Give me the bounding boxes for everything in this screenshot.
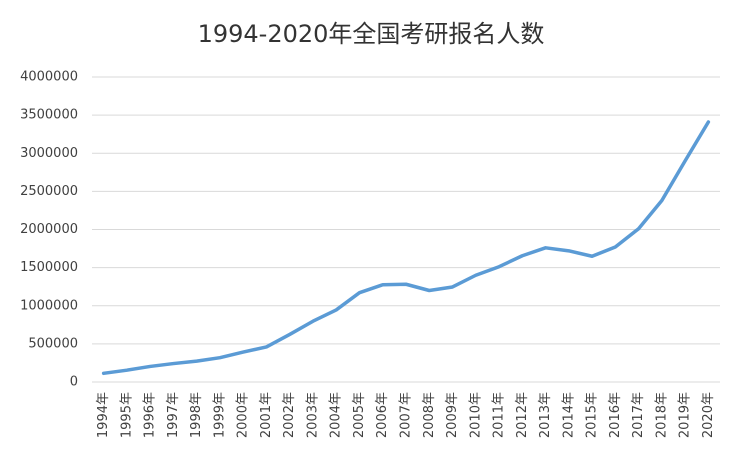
y-tick-label: 3000000	[20, 146, 78, 161]
x-tick-label: 2009年	[445, 392, 460, 438]
x-tick-label: 1994年	[96, 392, 111, 438]
x-tick-label: 2020年	[701, 392, 716, 438]
x-tick-label: 2016年	[608, 392, 623, 438]
x-tick-label: 2014年	[561, 392, 576, 438]
x-tick-label: 1997年	[166, 392, 181, 438]
x-tick-label: 2002年	[282, 392, 297, 438]
x-tick-label: 2000年	[236, 392, 251, 438]
chart-title: 1994-2020年全国考研报名人数	[198, 20, 545, 48]
x-tick-label: 1995年	[119, 392, 134, 438]
x-tick-label: 2018年	[654, 392, 669, 438]
x-tick-label: 2006年	[375, 392, 390, 438]
x-tick-label: 2003年	[305, 392, 320, 438]
x-tick-label: 2011年	[492, 392, 507, 438]
x-tick-label: 2017年	[631, 392, 646, 438]
x-tick-label: 1998年	[189, 392, 204, 438]
x-tick-label: 2008年	[422, 392, 437, 438]
x-tick-label: 2007年	[399, 392, 414, 438]
x-tick-label: 2012年	[515, 392, 530, 438]
x-tick-label: 2013年	[538, 392, 553, 438]
y-tick-label: 2500000	[20, 184, 78, 199]
x-tick-label: 2004年	[329, 392, 344, 438]
x-tick-label: 2010年	[468, 392, 483, 438]
y-tick-label: 3500000	[20, 108, 78, 123]
y-tick-label: 2000000	[20, 222, 78, 237]
y-tick-label: 4000000	[20, 70, 78, 85]
x-tick-label: 2001年	[259, 392, 274, 438]
y-tick-label: 0	[70, 375, 78, 390]
x-tick-label: 1996年	[143, 392, 158, 438]
x-tick-label: 2019年	[678, 392, 693, 438]
x-tick-label: 2005年	[352, 392, 367, 438]
data-line	[101, 120, 711, 376]
y-tick-label: 500000	[28, 336, 78, 351]
x-tick-label: 1999年	[212, 392, 227, 438]
y-tick-label: 1000000	[20, 298, 78, 313]
x-tick-label: 2015年	[585, 392, 600, 438]
y-tick-label: 1500000	[20, 260, 78, 275]
